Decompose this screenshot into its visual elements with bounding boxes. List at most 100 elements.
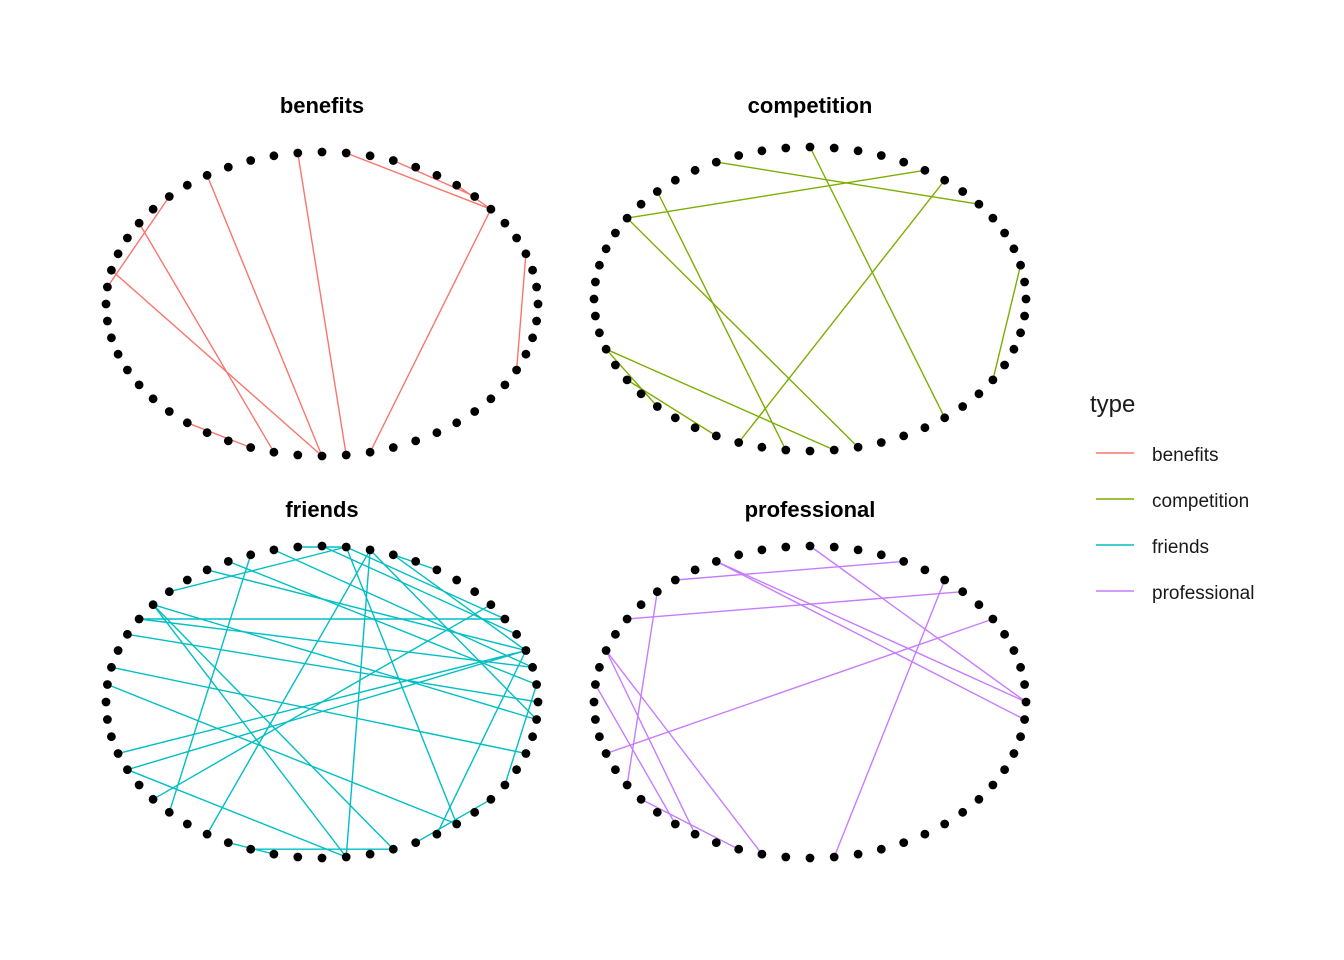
node-benefits-44 (365, 447, 375, 457)
node-friends-25 (113, 646, 123, 655)
node-professional-10 (899, 557, 909, 566)
node-competition-4 (1000, 228, 1009, 238)
node-benefits-41 (293, 450, 303, 460)
node-friends-17 (246, 550, 256, 560)
node-professional-0 (1021, 697, 1031, 707)
node-professional-55 (1020, 715, 1029, 724)
node-friends-20 (182, 575, 192, 585)
node-competition-21 (652, 187, 662, 196)
node-friends-19 (202, 565, 212, 575)
node-friends-43 (341, 852, 351, 862)
edge-benefits-10 (187, 422, 251, 449)
edge-friends-20 (436, 650, 527, 835)
node-competition-34 (636, 389, 646, 399)
node-competition-28 (589, 294, 599, 304)
edges-friends (107, 545, 539, 858)
node-friends-4 (512, 629, 521, 639)
node-competition-36 (670, 413, 680, 423)
node-professional-9 (920, 565, 930, 575)
node-friends-41 (293, 852, 303, 862)
node-friends-26 (107, 662, 116, 672)
node-competition-48 (940, 413, 950, 423)
node-friends-6 (486, 600, 496, 610)
node-competition-52 (1000, 360, 1009, 370)
node-professional-27 (591, 680, 600, 689)
edge-friends-19 (504, 684, 538, 786)
node-friends-32 (123, 765, 132, 775)
edge-benefits-5 (297, 152, 347, 456)
node-professional-51 (988, 780, 998, 790)
node-benefits-25 (113, 249, 123, 259)
edge-benefits-8 (138, 222, 275, 453)
node-friends-9 (432, 565, 442, 575)
node-benefits-10 (411, 162, 421, 172)
edge-friends-3 (139, 618, 533, 668)
node-friends-54 (528, 732, 537, 742)
node-friends-10 (411, 557, 421, 566)
node-professional-20 (670, 575, 680, 585)
panel-title-friends: friends (285, 497, 358, 522)
node-benefits-16 (269, 151, 279, 161)
node-competition-37 (690, 423, 700, 433)
legend: type benefits competition friends profes… (1090, 391, 1254, 604)
node-competition-16 (757, 146, 767, 156)
panel-professional: professional (589, 497, 1031, 863)
node-competition-50 (974, 389, 984, 399)
node-competition-46 (899, 431, 909, 441)
edge-competition-2 (992, 265, 1022, 381)
edge-friends-9 (228, 560, 537, 686)
node-benefits-2 (528, 265, 537, 275)
nodes-benefits (101, 147, 543, 461)
node-friends-51 (500, 780, 510, 790)
node-benefits-36 (182, 418, 192, 428)
node-professional-12 (853, 545, 863, 555)
node-professional-17 (734, 550, 744, 560)
node-competition-24 (611, 228, 620, 238)
edge-professional-6 (594, 684, 676, 825)
node-professional-6 (974, 600, 984, 610)
edge-friends-26 (168, 554, 252, 813)
node-benefits-11 (388, 156, 398, 165)
node-professional-22 (636, 600, 646, 610)
node-competition-0 (1021, 294, 1031, 304)
node-friends-55 (532, 715, 541, 724)
node-professional-33 (622, 780, 632, 790)
node-professional-54 (1016, 732, 1025, 742)
node-friends-0 (533, 697, 543, 707)
node-benefits-52 (512, 365, 521, 375)
node-competition-43 (829, 445, 839, 455)
edge-friends-15 (107, 683, 457, 825)
node-competition-1 (1020, 277, 1029, 287)
node-professional-36 (670, 819, 680, 829)
node-benefits-46 (411, 436, 421, 446)
edge-friends-5 (206, 569, 527, 652)
node-benefits-24 (123, 233, 132, 243)
node-competition-7 (958, 187, 968, 196)
node-competition-38 (711, 431, 721, 441)
node-competition-15 (781, 143, 791, 153)
node-benefits-19 (202, 170, 212, 180)
node-professional-32 (611, 765, 620, 775)
edge-professional-8 (627, 591, 963, 620)
edge-professional-5 (809, 545, 1027, 703)
node-benefits-21 (164, 192, 174, 201)
node-benefits-35 (164, 407, 174, 416)
node-competition-11 (876, 151, 886, 160)
edge-friends-6 (127, 633, 539, 703)
node-benefits-39 (246, 443, 256, 452)
node-friends-48 (452, 819, 462, 829)
node-benefits-28 (101, 299, 111, 309)
node-competition-5 (988, 213, 998, 223)
node-friends-39 (246, 844, 256, 854)
edge-benefits-1 (345, 152, 492, 210)
panel-friends: friends (101, 497, 543, 863)
edge-professional-0 (833, 579, 946, 858)
node-friends-1 (532, 680, 541, 689)
edge-professional-10 (605, 650, 763, 855)
node-competition-41 (781, 445, 791, 455)
node-benefits-50 (486, 394, 496, 404)
node-friends-29 (103, 715, 112, 724)
node-competition-20 (670, 175, 680, 185)
node-professional-30 (595, 732, 604, 742)
